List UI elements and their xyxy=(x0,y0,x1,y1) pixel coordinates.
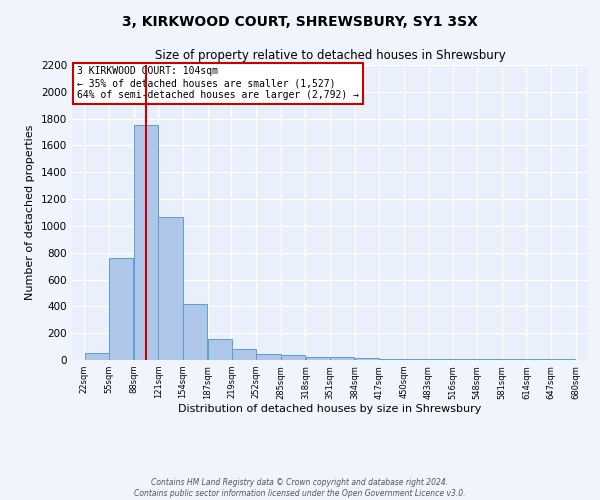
Title: Size of property relative to detached houses in Shrewsbury: Size of property relative to detached ho… xyxy=(155,50,505,62)
Bar xyxy=(232,350,256,360)
Text: Contains HM Land Registry data © Crown copyright and database right 2024.
Contai: Contains HM Land Registry data © Crown c… xyxy=(134,478,466,498)
Bar xyxy=(355,358,379,360)
Text: 3, KIRKWOOD COURT, SHREWSBURY, SY1 3SX: 3, KIRKWOOD COURT, SHREWSBURY, SY1 3SX xyxy=(122,15,478,29)
Bar xyxy=(134,126,158,360)
Bar xyxy=(109,258,133,360)
Bar xyxy=(208,339,232,360)
Bar xyxy=(183,304,208,360)
Y-axis label: Number of detached properties: Number of detached properties xyxy=(25,125,35,300)
Bar xyxy=(158,216,183,360)
Bar xyxy=(85,352,109,360)
Bar xyxy=(330,358,355,360)
Text: 3 KIRKWOOD COURT: 104sqm
← 35% of detached houses are smaller (1,527)
64% of sem: 3 KIRKWOOD COURT: 104sqm ← 35% of detach… xyxy=(77,66,359,100)
X-axis label: Distribution of detached houses by size in Shrewsbury: Distribution of detached houses by size … xyxy=(178,404,482,414)
Bar xyxy=(281,356,305,360)
Bar xyxy=(305,356,330,360)
Bar xyxy=(256,354,281,360)
